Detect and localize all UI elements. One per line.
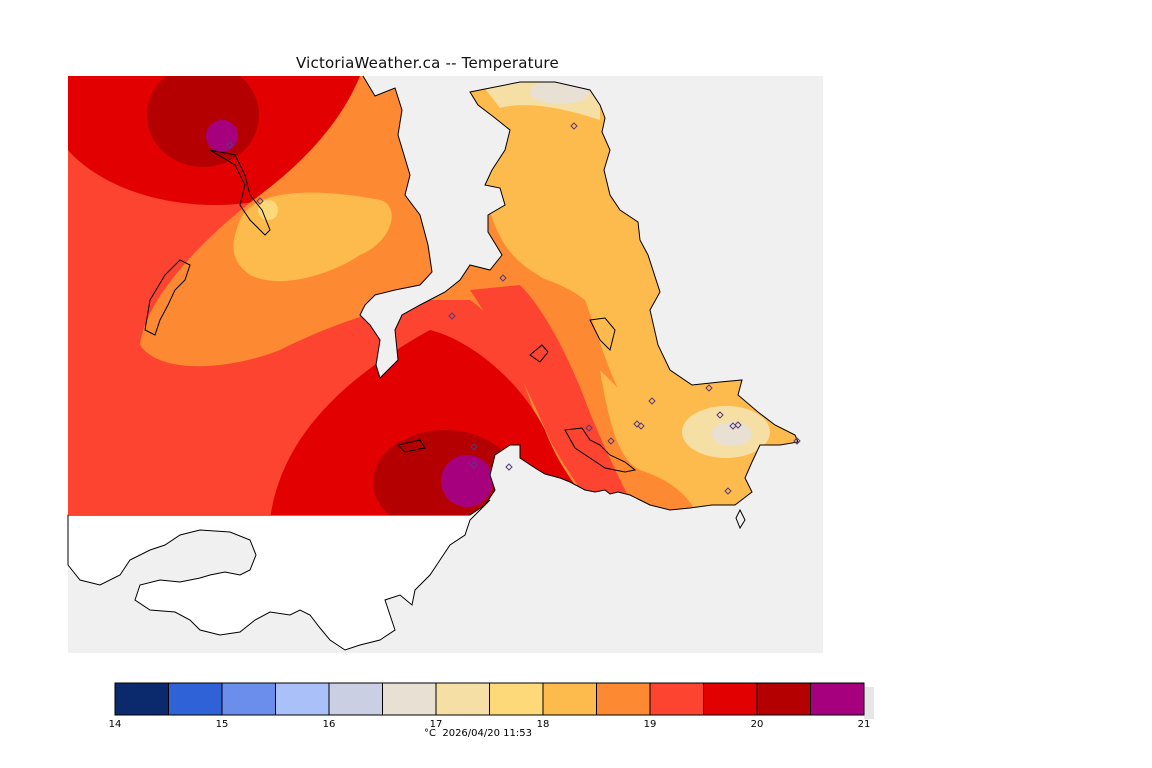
legend-swatch	[542, 682, 597, 716]
station-marker[interactable]	[793, 437, 801, 445]
legend-tick-label: 16	[323, 719, 336, 730]
legend-swatch	[596, 682, 651, 716]
legend-swatch	[328, 682, 383, 716]
legend-swatch	[649, 682, 704, 716]
legend-shadow	[864, 687, 874, 719]
station-marker[interactable]	[470, 443, 478, 451]
legend-swatch	[489, 682, 544, 716]
legend-footer: °C 2026/04/20 11:53	[424, 728, 532, 739]
legend-tick-label: 14	[109, 719, 122, 730]
station-marker[interactable]	[499, 274, 507, 282]
station-marker[interactable]	[724, 487, 732, 495]
legend-tick-label: 17	[430, 719, 443, 730]
legend-swatch	[275, 682, 330, 716]
station-markers	[226, 122, 801, 495]
timestamp: 2026/04/20 11:53	[442, 728, 532, 739]
legend-swatch	[756, 682, 811, 716]
station-marker[interactable]	[705, 384, 713, 392]
station-marker[interactable]	[570, 122, 578, 130]
legend-swatch	[114, 682, 169, 716]
station-marker[interactable]	[226, 141, 234, 149]
color-legend	[114, 682, 874, 719]
map-title: VictoriaWeather.ca -- Temperature	[296, 54, 559, 72]
southern-land	[67, 499, 491, 651]
legend-tick-label: 15	[216, 719, 229, 730]
station-marker[interactable]	[716, 411, 724, 419]
station-marker[interactable]	[448, 312, 456, 320]
station-marker[interactable]	[585, 424, 593, 432]
station-marker[interactable]	[648, 397, 656, 405]
legend-tick-label: 18	[537, 719, 550, 730]
legend-swatch	[382, 682, 437, 716]
unit-label: °C	[424, 728, 436, 739]
station-marker[interactable]	[734, 421, 742, 429]
legend-tick-label: 21	[858, 719, 871, 730]
station-marker[interactable]	[637, 422, 645, 430]
legend-swatch	[168, 682, 223, 716]
station-marker[interactable]	[256, 197, 264, 205]
station-marker[interactable]	[633, 420, 641, 428]
legend-tick-label: 20	[751, 719, 764, 730]
legend-swatch	[221, 682, 276, 716]
legend-swatch	[703, 682, 758, 716]
legend-swatch	[435, 682, 490, 716]
legend-tick-label: 19	[644, 719, 657, 730]
legend-ticks: 14 15 16 17 18 19 20 21	[109, 719, 871, 730]
coastlines	[144, 75, 799, 530]
legend-swatch	[810, 682, 865, 716]
station-marker[interactable]	[470, 461, 478, 469]
station-marker[interactable]	[607, 437, 615, 445]
station-marker[interactable]	[505, 463, 513, 471]
